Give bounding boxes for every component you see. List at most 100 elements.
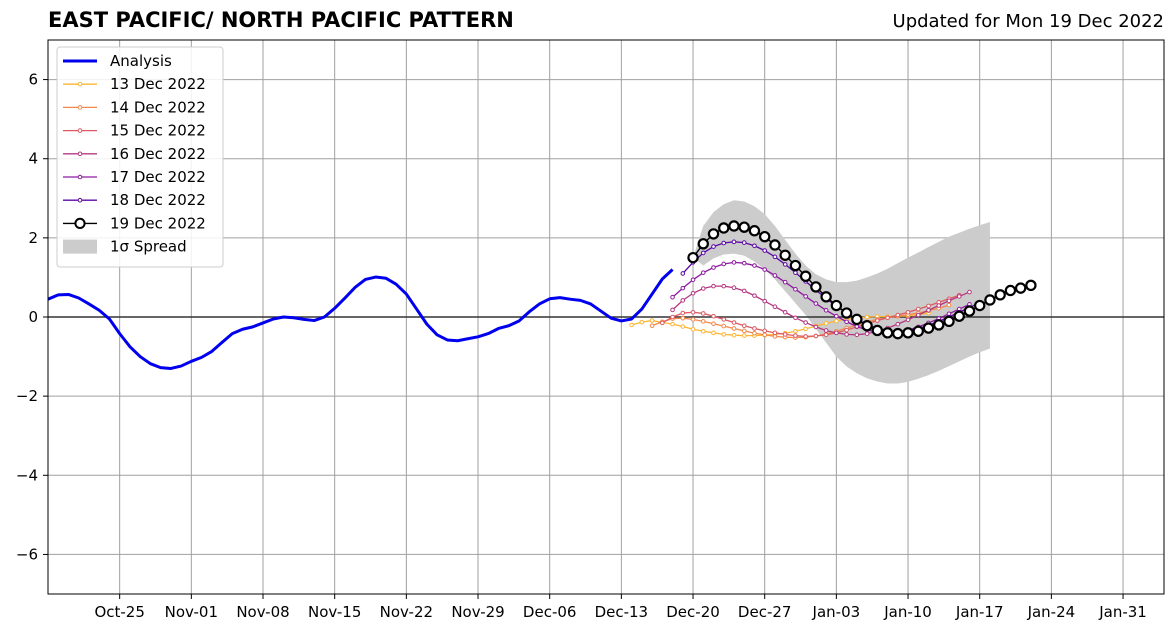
spread-band-layer bbox=[693, 200, 990, 384]
forecast-point bbox=[844, 327, 849, 333]
forecast-point bbox=[956, 294, 962, 299]
forecast-point bbox=[922, 322, 935, 334]
forecast-point bbox=[782, 332, 788, 337]
forecast-point bbox=[772, 334, 778, 339]
chart-title: EAST PACIFIC/ NORTH PACIFIC PATTERN bbox=[48, 8, 514, 32]
forecast-point bbox=[881, 327, 894, 339]
forecast-point bbox=[758, 230, 771, 243]
series-layer bbox=[47, 220, 1037, 370]
legend-label: 13 Dec 2022 bbox=[110, 75, 206, 93]
legend-swatch-marker bbox=[77, 105, 83, 110]
forecast-point bbox=[915, 306, 921, 312]
forecast-point bbox=[813, 301, 819, 306]
forecast-point bbox=[639, 319, 645, 325]
forecast-point bbox=[823, 307, 829, 313]
forecast-point bbox=[697, 238, 709, 250]
forecast-point bbox=[820, 291, 832, 303]
forecast-point bbox=[864, 331, 870, 336]
forecast-point bbox=[769, 239, 781, 251]
forecast-point bbox=[813, 324, 819, 330]
x-tick-label: Jan-24 bbox=[1027, 603, 1076, 621]
forecast-point bbox=[731, 239, 737, 245]
forecast-point bbox=[690, 317, 696, 322]
x-tick-label: Jan-17 bbox=[955, 603, 1004, 621]
forecast-point bbox=[741, 333, 747, 338]
forecast-point bbox=[902, 327, 914, 339]
forecast-point bbox=[895, 312, 901, 318]
forecast-point bbox=[762, 332, 767, 338]
forecast-point bbox=[700, 319, 706, 324]
forecast-point bbox=[861, 320, 873, 332]
forecast-point bbox=[721, 261, 727, 267]
legend-label: 1σ Spread bbox=[110, 238, 187, 256]
forecast-point bbox=[690, 290, 696, 296]
legend-swatch-marker bbox=[77, 151, 83, 157]
forecast-point bbox=[731, 285, 737, 291]
forecast-point bbox=[721, 240, 727, 246]
forecast-point bbox=[854, 332, 860, 338]
legend-label: 15 Dec 2022 bbox=[110, 122, 206, 140]
forecast-point bbox=[680, 271, 686, 276]
forecast-point bbox=[851, 313, 863, 326]
legend-label: 16 Dec 2022 bbox=[110, 145, 206, 163]
forecast-point bbox=[840, 307, 853, 319]
forecast-point bbox=[834, 313, 839, 319]
forecast-point bbox=[1014, 282, 1027, 294]
forecast-point bbox=[687, 251, 699, 264]
forecast-point bbox=[772, 330, 778, 336]
forecast-point bbox=[670, 294, 675, 300]
legend-label: 17 Dec 2022 bbox=[110, 168, 206, 186]
forecast-point bbox=[670, 307, 675, 313]
analysis-line bbox=[47, 268, 674, 370]
forecast-point bbox=[711, 244, 716, 249]
forecast-point bbox=[680, 315, 686, 321]
chart-subtitle: Updated for Mon 19 Dec 2022 bbox=[892, 11, 1164, 32]
forecast-point bbox=[793, 287, 798, 292]
forecast-point bbox=[752, 293, 757, 298]
forecast-point bbox=[943, 315, 955, 328]
forecast-point bbox=[803, 334, 808, 339]
x-tick-label: Nov-01 bbox=[165, 603, 218, 621]
x-tick-label: Nov-08 bbox=[236, 603, 289, 621]
legend-swatch-marker bbox=[77, 174, 83, 180]
forecast-point bbox=[926, 303, 931, 309]
forecast-point bbox=[721, 332, 727, 337]
forecast-point bbox=[670, 314, 675, 320]
legend-label: 19 Dec 2022 bbox=[110, 214, 206, 232]
forecast-point bbox=[912, 325, 924, 337]
forecast-point bbox=[823, 321, 829, 326]
forecast-point bbox=[762, 267, 767, 272]
forecast-point bbox=[649, 318, 655, 323]
x-tick-label: Dec-13 bbox=[595, 603, 649, 621]
y-tick-label: 4 bbox=[28, 150, 38, 168]
forecast-point bbox=[946, 302, 952, 308]
forecast-point bbox=[974, 299, 986, 312]
forecast-point bbox=[905, 317, 911, 323]
forecast-point bbox=[803, 320, 808, 325]
forecast-point bbox=[782, 279, 788, 285]
forecast-point bbox=[690, 326, 696, 332]
forecast-point bbox=[731, 332, 737, 338]
forecast-point bbox=[718, 222, 730, 234]
y-tick-label: 0 bbox=[28, 308, 38, 326]
legend-box bbox=[56, 46, 224, 268]
forecast-point bbox=[690, 309, 696, 315]
forecast-point bbox=[700, 311, 706, 316]
forecast-point bbox=[752, 326, 757, 331]
forecast-point bbox=[830, 299, 843, 312]
forecast-point bbox=[844, 332, 849, 337]
forecast-point bbox=[984, 294, 996, 306]
forecast-point bbox=[1004, 284, 1017, 297]
forecast-point bbox=[721, 283, 727, 289]
forecast-point bbox=[711, 321, 716, 327]
forecast-point bbox=[748, 225, 761, 237]
forecast-point bbox=[772, 304, 778, 310]
legend-swatch-marker bbox=[74, 217, 86, 229]
forecast-point bbox=[752, 243, 757, 249]
forecast-point bbox=[738, 221, 750, 233]
forecast-point bbox=[892, 327, 904, 340]
forecast-point bbox=[731, 320, 737, 325]
forecast-point bbox=[680, 298, 686, 303]
forecast-point bbox=[707, 228, 720, 240]
forecast-point bbox=[799, 270, 812, 282]
